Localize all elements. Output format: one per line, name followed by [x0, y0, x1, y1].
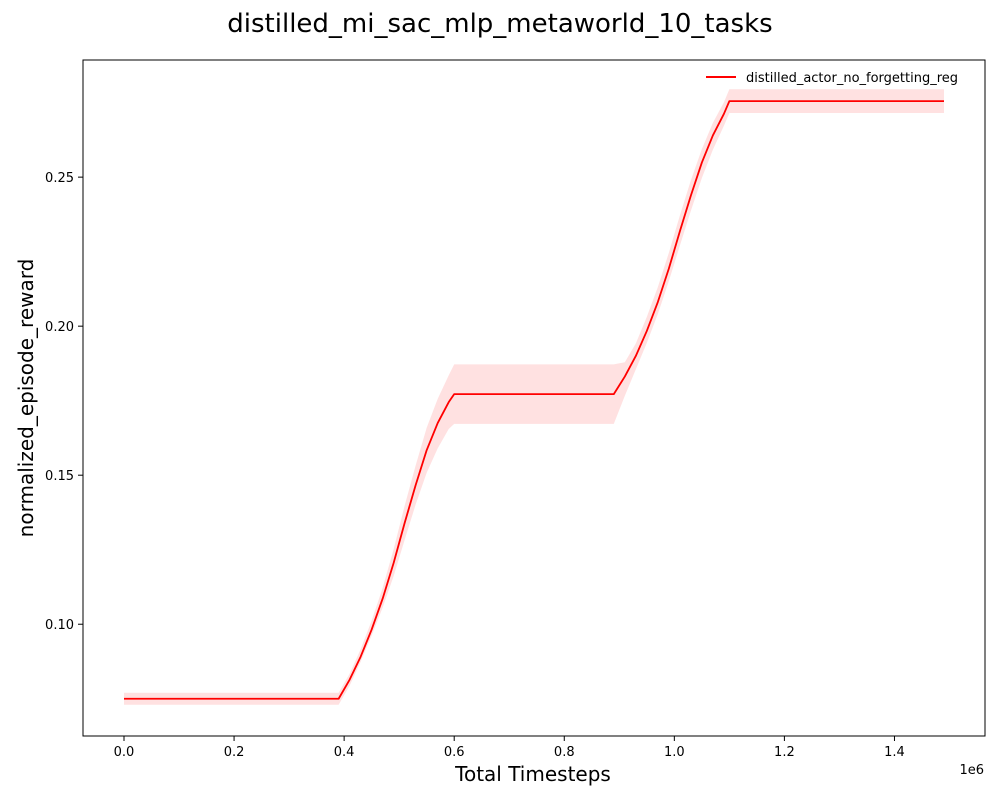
y-tick-label: 0.10	[45, 618, 74, 633]
x-tick-label: 1.0	[664, 745, 685, 760]
y-tick-label: 0.25	[45, 171, 74, 186]
x-axis-ticks: 0.0 0.2 0.4 0.6 0.8 1.0 1.2 1.4	[114, 736, 905, 760]
x-tick-label: 0.4	[334, 745, 355, 760]
y-axis-label: normalized_episode_reward	[14, 259, 38, 538]
x-tick-label: 0.0	[114, 745, 135, 760]
series-line-layer	[124, 100, 944, 700]
legend-label: distilled_actor_no_forgetting_reg	[746, 71, 958, 86]
series-0-line	[124, 100, 944, 700]
y-tick-label: 0.20	[45, 320, 74, 335]
x-axis-label: Total Timesteps	[454, 762, 611, 786]
x-tick-label: 1.4	[884, 745, 905, 760]
x-tick-label: 0.8	[554, 745, 575, 760]
x-tick-label: 0.2	[224, 745, 245, 760]
series-0-confidence-band	[124, 89, 944, 705]
legend: distilled_actor_no_forgetting_reg	[706, 71, 958, 86]
y-tick-label: 0.15	[45, 469, 74, 484]
y-axis-ticks: 0.10 0.15 0.20 0.25	[45, 171, 83, 633]
x-tick-label: 0.6	[444, 745, 465, 760]
x-tick-label: 1.2	[774, 745, 795, 760]
chart-title: distilled_mi_sac_mlp_metaworld_10_tasks	[227, 9, 772, 39]
x-axis-offset-label: 1e6	[959, 763, 984, 778]
confidence-band-layer	[124, 89, 944, 705]
plot-frame	[82, 59, 986, 737]
